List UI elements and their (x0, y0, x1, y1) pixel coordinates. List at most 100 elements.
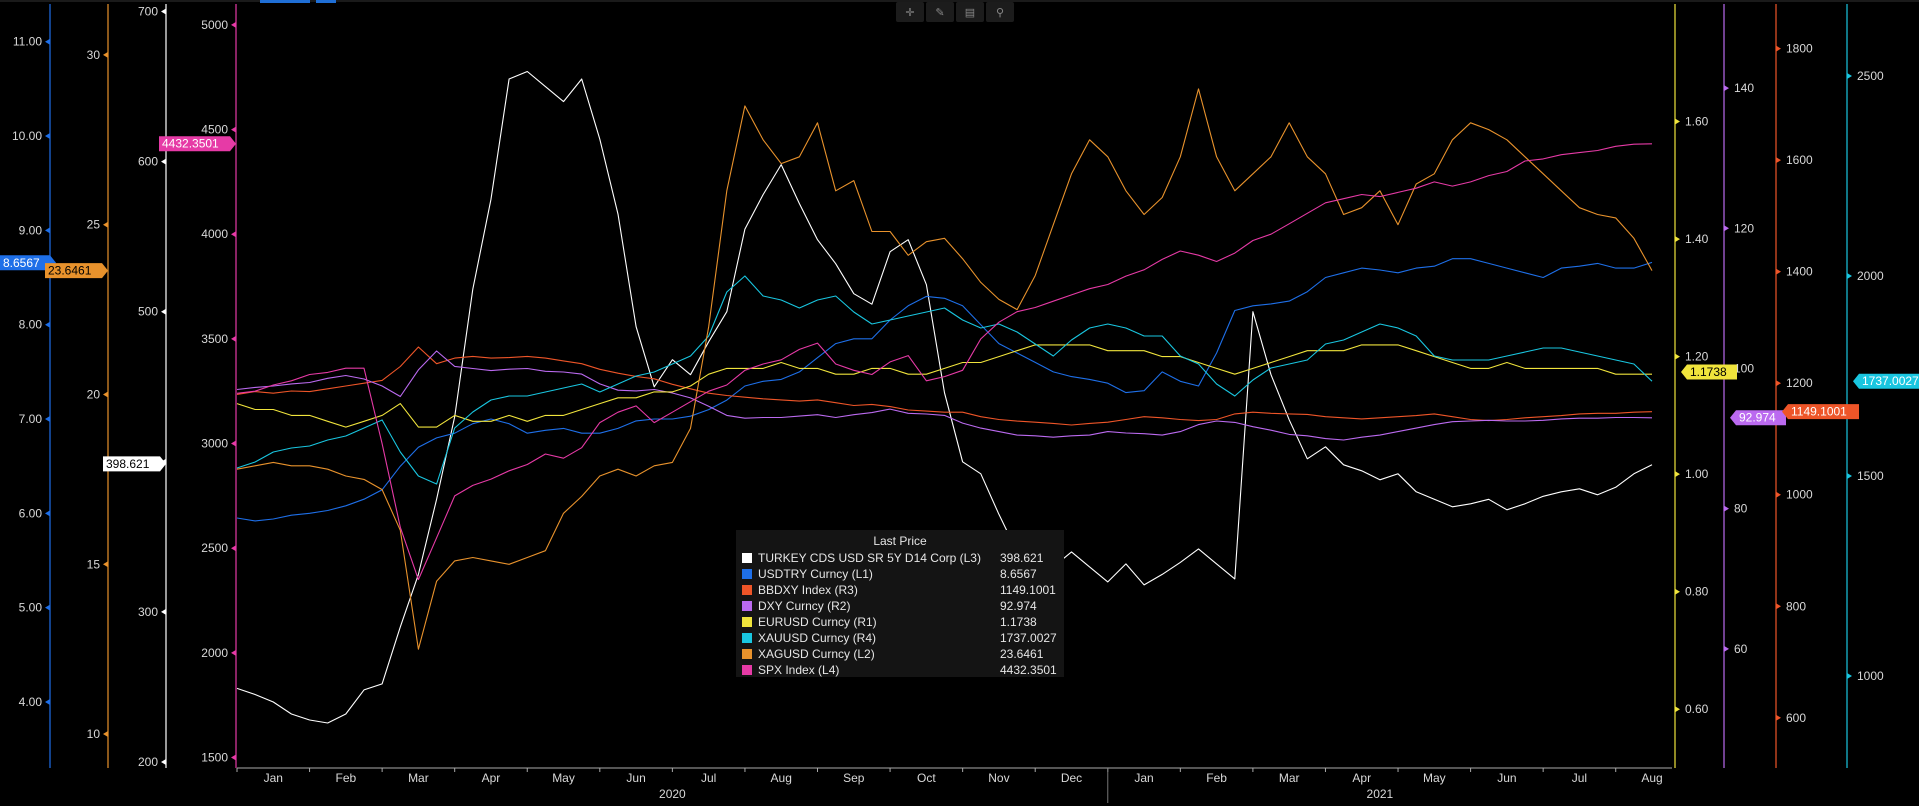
tick-label: 1000 (1786, 488, 1813, 502)
tick-mark (1675, 471, 1680, 478)
x-tick-label: Sep (843, 771, 865, 785)
last-price-tag-bg (1853, 373, 1919, 389)
legend-row[interactable]: XAUUSD Curncy (R4) 1737.0027 (736, 630, 1064, 646)
tick-mark (1724, 645, 1729, 652)
tick-label: 25 (87, 218, 101, 232)
tick-mark (231, 231, 236, 238)
legend-name: DXY Curncy (R2) (758, 599, 851, 613)
tick-label: 80 (1734, 502, 1748, 516)
last-price-value: 1149.1001 (1791, 405, 1847, 419)
legend-row[interactable]: DXY Curncy (R2) 92.974 (736, 598, 1064, 614)
last-price-value: 8.6567 (3, 256, 40, 270)
legend-row[interactable]: EURUSD Curncy (R1) 1.1738 (736, 614, 1064, 630)
legend-name: USDTRY Curncy (L1) (758, 567, 873, 581)
legend-value: 4432.3501 (1000, 663, 1057, 677)
tick-label: 1800 (1786, 42, 1813, 56)
tick-label: 1000 (1857, 669, 1884, 683)
tick-mark (1847, 73, 1852, 79)
legend-row[interactable]: SPX Index (L4) 4432.3501 (736, 662, 1064, 678)
year-label: 2020 (659, 787, 686, 801)
grid-icon[interactable]: ▤ (956, 2, 984, 22)
tick-mark (45, 698, 50, 705)
legend-value: 92.974 (1000, 599, 1037, 613)
tick-mark (1724, 505, 1729, 512)
tick-mark (1847, 273, 1852, 279)
tick-label: 600 (1786, 711, 1806, 725)
x-tick-label: Aug (771, 771, 792, 785)
tick-mark (231, 545, 236, 552)
legend-row[interactable]: XAGUSD Curncy (L2) 23.6461 (736, 646, 1064, 662)
tick-mark (103, 731, 108, 738)
last-price-tag-l1: 8.6567 (0, 255, 56, 271)
legend-name: XAUUSD Curncy (R4) (758, 631, 877, 645)
last-price-tag-bg (1730, 410, 1786, 426)
x-tick-label: Apr (1352, 771, 1371, 785)
series-line-l2 (236, 88, 1653, 650)
tick-label: 300 (138, 605, 158, 619)
x-tick-label: Mar (1279, 771, 1300, 785)
tick-mark (1675, 706, 1680, 713)
legend-row[interactable]: TURKEY CDS USD SR 5Y D14 Corp (L3) 398.6… (736, 550, 1064, 566)
legend-name: SPX Index (L4) (758, 663, 840, 677)
legend-value: 398.621 (1000, 551, 1044, 565)
last-price-tag-r4: 1737.0027 (1853, 373, 1919, 389)
tick-label: 11.00 (13, 35, 42, 49)
series-line-r2 (236, 350, 1653, 441)
tick-label: 1.60 (1685, 115, 1709, 129)
legend-swatch (742, 617, 752, 627)
legend-row[interactable]: BBDXY Index (R3) 1149.1001 (736, 582, 1064, 598)
pencil-icon[interactable]: ✎ (926, 2, 954, 22)
legend-swatch (742, 553, 752, 563)
tick-mark (161, 8, 166, 15)
tick-label: 5.00 (19, 601, 43, 615)
tick-mark (1675, 588, 1680, 595)
tick-label: 10 (87, 727, 101, 741)
tab-marker[interactable] (260, 0, 310, 3)
last-price-tag-r3: 1149.1001 (1782, 404, 1859, 420)
last-price-tag-l3: 398.621 (103, 456, 166, 472)
x-tick-label: May (552, 771, 575, 785)
series-line-l1 (236, 258, 1653, 522)
legend-value: 1737.0027 (1000, 631, 1057, 645)
tick-mark (103, 51, 108, 58)
tick-label: 1600 (1786, 153, 1813, 167)
tick-mark (45, 416, 50, 423)
tick-label: 100 (1734, 361, 1754, 375)
legend-swatch (742, 665, 752, 675)
tab-marker[interactable] (316, 0, 336, 3)
tick-label: 9.00 (19, 223, 43, 237)
tick-label: 1400 (1786, 265, 1813, 279)
tick-label: 140 (1734, 81, 1754, 95)
tick-mark (231, 754, 236, 761)
tick-mark (45, 133, 50, 140)
legend-swatch (742, 585, 752, 595)
tick-label: 700 (138, 5, 158, 19)
last-price-tag-r2: 92.974 (1730, 410, 1786, 426)
year-label: 2021 (1367, 787, 1394, 801)
legend-value: 1.1738 (1000, 615, 1037, 629)
series-line-l4 (236, 143, 1653, 581)
x-tick-label: Apr (482, 771, 501, 785)
legend-row[interactable]: USDTRY Curncy (L1) 8.6567 (736, 566, 1064, 582)
legend-title: Last Price (873, 534, 927, 548)
tick-mark (1675, 118, 1680, 125)
tick-mark (161, 758, 166, 765)
tick-label: 15 (87, 557, 101, 571)
legend-value: 8.6567 (1000, 567, 1037, 581)
tick-label: 3000 (201, 437, 228, 451)
magnifier-icon[interactable]: ⚲ (986, 2, 1014, 22)
legend-name: BBDXY Index (R3) (758, 583, 858, 597)
tick-label: 500 (138, 305, 158, 319)
crosshair-icon[interactable]: ✛ (896, 2, 924, 22)
last-price-labels: 8.6567 23.6461 398.621 4432.3501 1.1738 92.97… (0, 136, 1919, 472)
tick-label: 8.00 (19, 318, 43, 332)
tick-mark (231, 126, 236, 133)
tick-label: 1200 (1786, 376, 1813, 390)
tick-label: 120 (1734, 221, 1754, 235)
tick-label: 6.00 (19, 506, 43, 520)
legend-name: EURUSD Curncy (R1) (758, 615, 877, 629)
tick-label: 2500 (201, 541, 228, 555)
last-price-value: 1.1738 (1690, 365, 1727, 379)
legend-swatch (742, 649, 752, 659)
